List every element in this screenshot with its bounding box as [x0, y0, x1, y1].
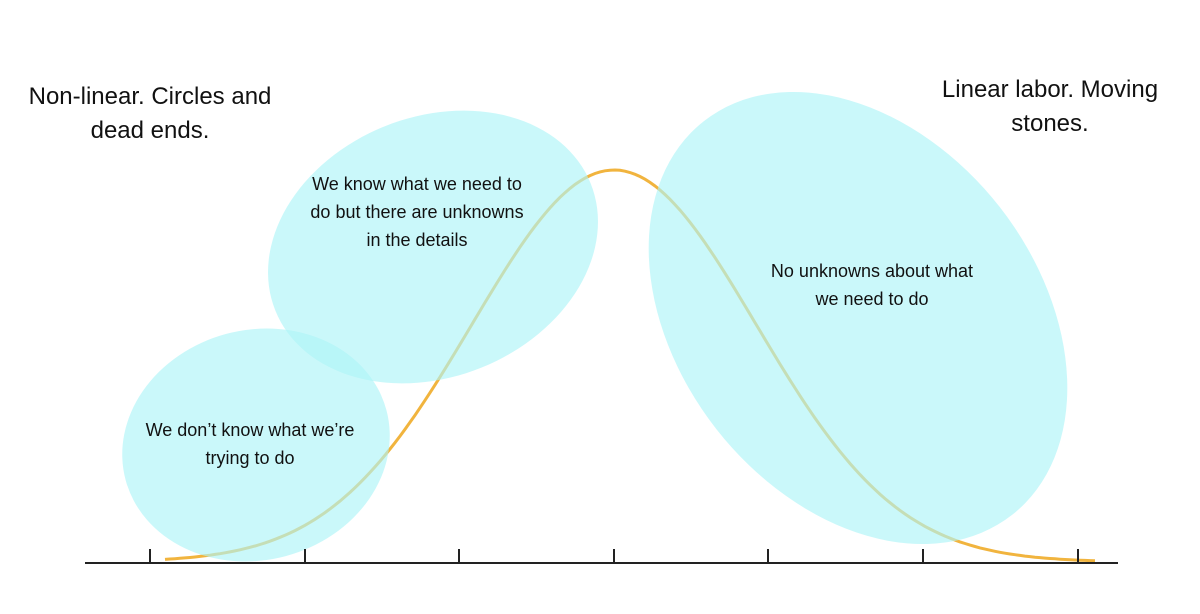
region-ellipse	[268, 110, 598, 384]
region-label: We don’t know what we’re trying to do	[145, 420, 355, 468]
right-note: Linear labor. Moving stones.	[941, 76, 1159, 137]
left-note: Non-linear. Circles and dead ends.	[28, 83, 272, 144]
region-label: No unknowns about what we need to do	[770, 261, 974, 309]
region-ellipse	[122, 328, 390, 562]
region-ellipse	[648, 91, 1068, 545]
region-label: We know what we need to do but there are…	[310, 174, 524, 250]
